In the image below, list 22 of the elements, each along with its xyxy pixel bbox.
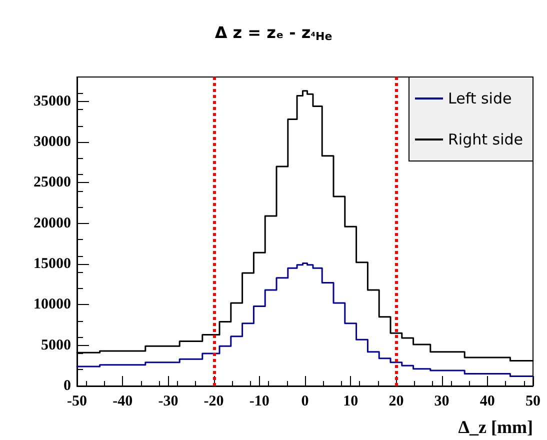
x-tick-label: -30 [158,394,178,410]
y-tick-label: 10000 [34,296,71,313]
y-tick-label: 5000 [41,337,71,354]
x-axis-title: Δ_z [mm] [458,417,533,437]
y-tick-label: 0 [64,378,71,394]
x-tick-label: 30 [434,394,450,410]
y-tick-label: 25000 [34,174,71,191]
x-tick-label: -40 [112,394,133,410]
legend-label: Left side [448,90,512,108]
x-tick-label: 10 [343,394,358,410]
y-tick-label: 20000 [34,215,71,232]
x-tick-label: 50 [526,394,540,410]
y-tick-label: 35000 [34,93,71,110]
x-tick-label: 0 [301,394,309,410]
legend-label: Right side [448,130,523,148]
x-tick-label: -10 [249,394,270,410]
y-tick-label: 15000 [34,256,71,272]
x-tick-label: -20 [204,394,224,410]
x-tick-label: 40 [480,394,495,410]
x-tick-label: -50 [67,394,87,410]
y-tick-label: 30000 [34,134,71,150]
x-tick-label: 20 [388,394,404,410]
